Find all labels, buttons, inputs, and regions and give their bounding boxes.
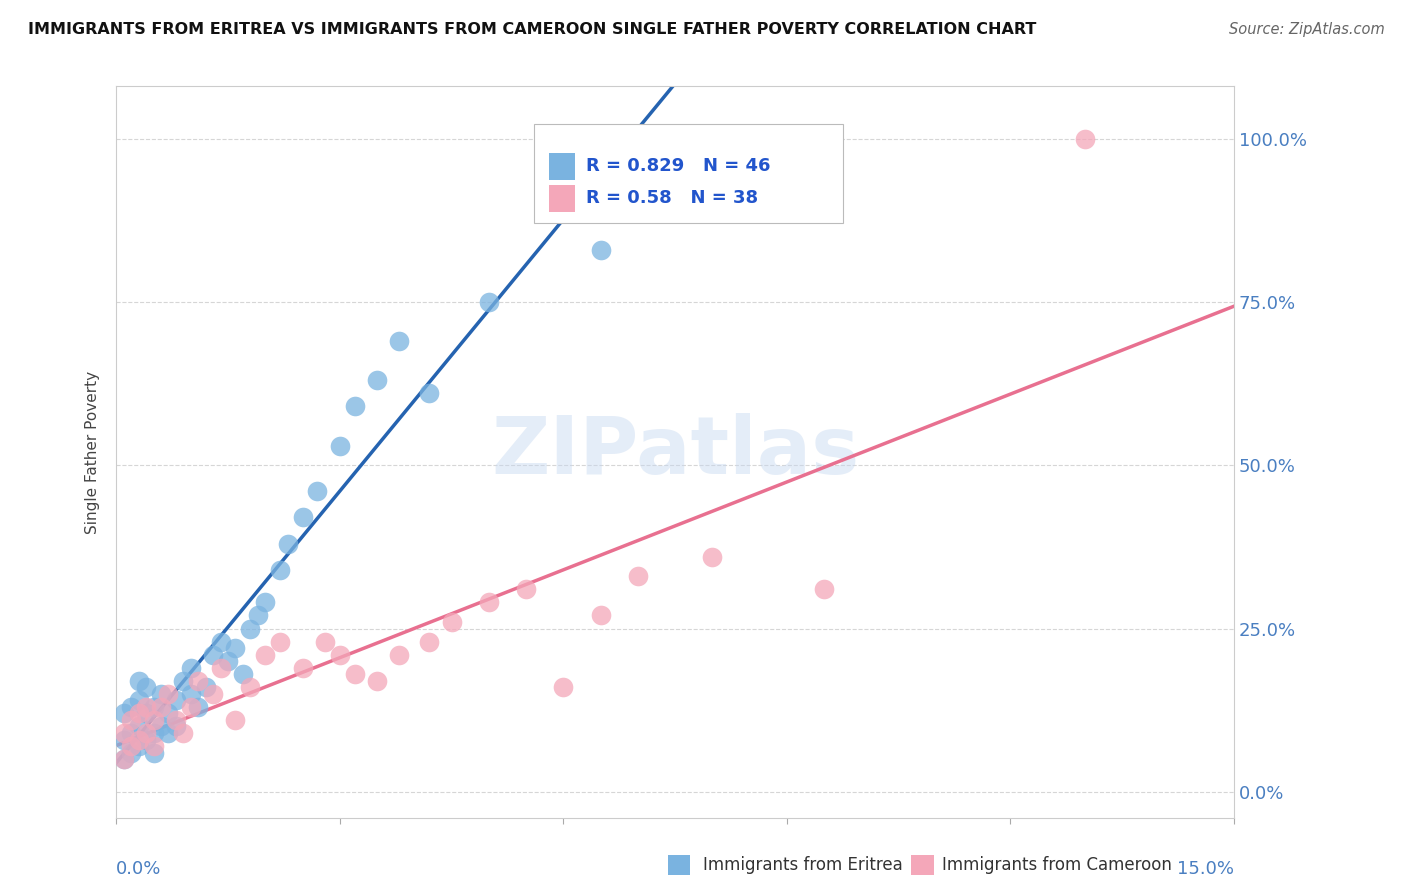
Point	[813, 582, 835, 597]
Point	[329, 648, 352, 662]
Point	[478, 294, 501, 309]
Point	[515, 582, 537, 597]
Point	[418, 386, 440, 401]
Point	[135, 681, 157, 695]
Point	[209, 661, 232, 675]
Point	[440, 615, 463, 629]
Point	[180, 661, 202, 675]
Text: R = 0.829   N = 46: R = 0.829 N = 46	[586, 157, 770, 176]
Point	[209, 634, 232, 648]
Point	[172, 673, 194, 688]
Point	[165, 719, 187, 733]
Point	[239, 681, 262, 695]
Point	[239, 622, 262, 636]
Point	[128, 739, 150, 753]
Point	[627, 569, 650, 583]
Point	[553, 681, 575, 695]
Point	[112, 726, 135, 740]
Point	[128, 719, 150, 733]
Point	[157, 687, 180, 701]
Point	[478, 595, 501, 609]
Point	[142, 726, 165, 740]
Point	[120, 739, 142, 753]
Point	[112, 732, 135, 747]
Point	[202, 687, 225, 701]
Text: R = 0.58   N = 38: R = 0.58 N = 38	[586, 189, 758, 208]
Point	[142, 713, 165, 727]
Point	[343, 667, 366, 681]
Text: Source: ZipAtlas.com: Source: ZipAtlas.com	[1229, 22, 1385, 37]
Point	[135, 706, 157, 721]
Text: Immigrants from Eritrea: Immigrants from Eritrea	[703, 856, 903, 874]
Point	[187, 673, 209, 688]
Point	[120, 726, 142, 740]
Text: 15.0%: 15.0%	[1177, 861, 1234, 879]
Point	[307, 484, 329, 499]
Point	[1074, 131, 1097, 145]
Point	[388, 648, 411, 662]
Point	[589, 243, 612, 257]
Point	[314, 634, 336, 648]
Point	[120, 699, 142, 714]
Point	[112, 752, 135, 766]
Point	[217, 654, 239, 668]
Point	[180, 687, 202, 701]
Point	[388, 334, 411, 348]
Point	[112, 706, 135, 721]
Point	[142, 699, 165, 714]
Point	[135, 726, 157, 740]
Point	[135, 699, 157, 714]
Point	[157, 706, 180, 721]
Point	[165, 693, 187, 707]
Point	[157, 726, 180, 740]
Point	[149, 687, 172, 701]
Point	[194, 681, 217, 695]
Point	[165, 713, 187, 727]
Point	[224, 713, 246, 727]
Point	[149, 719, 172, 733]
Point	[128, 706, 150, 721]
Text: Immigrants from Cameroon: Immigrants from Cameroon	[942, 856, 1171, 874]
Point	[269, 563, 291, 577]
Point	[291, 661, 314, 675]
Text: IMMIGRANTS FROM ERITREA VS IMMIGRANTS FROM CAMEROON SINGLE FATHER POVERTY CORREL: IMMIGRANTS FROM ERITREA VS IMMIGRANTS FR…	[28, 22, 1036, 37]
Point	[418, 634, 440, 648]
Text: 0.0%: 0.0%	[117, 861, 162, 879]
Point	[269, 634, 291, 648]
Point	[343, 400, 366, 414]
Point	[187, 699, 209, 714]
Point	[329, 439, 352, 453]
Point	[254, 648, 277, 662]
Point	[128, 693, 150, 707]
Point	[232, 667, 254, 681]
Point	[172, 726, 194, 740]
Point	[291, 510, 314, 524]
Text: ZIPatlas: ZIPatlas	[491, 413, 859, 491]
Point	[112, 752, 135, 766]
Point	[180, 699, 202, 714]
Point	[702, 549, 724, 564]
Point	[224, 641, 246, 656]
Point	[120, 713, 142, 727]
Point	[128, 732, 150, 747]
Point	[254, 595, 277, 609]
Point	[135, 732, 157, 747]
Point	[142, 739, 165, 753]
Point	[128, 673, 150, 688]
Point	[246, 608, 269, 623]
Point	[149, 699, 172, 714]
Point	[142, 746, 165, 760]
Point	[202, 648, 225, 662]
Y-axis label: Single Father Poverty: Single Father Poverty	[86, 370, 100, 533]
Point	[589, 608, 612, 623]
Point	[120, 746, 142, 760]
Point	[277, 536, 299, 550]
Point	[366, 673, 388, 688]
Point	[366, 373, 388, 387]
